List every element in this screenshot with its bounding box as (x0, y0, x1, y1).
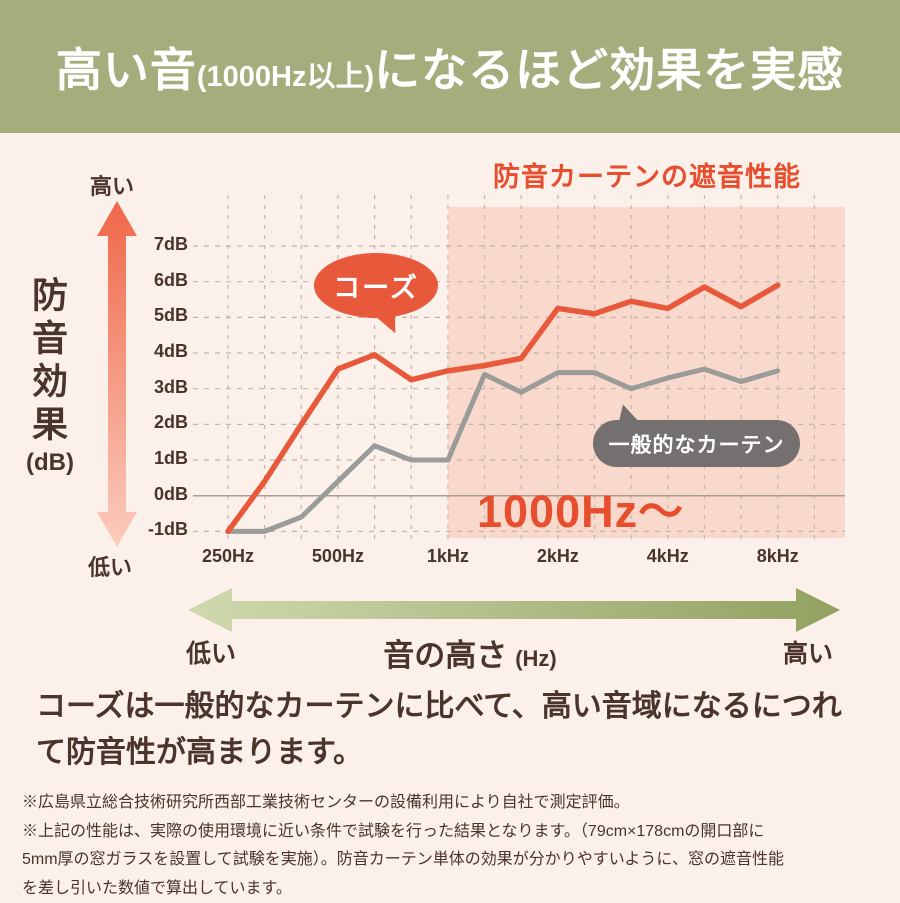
y-tick-label: 2dB (118, 412, 188, 433)
footnote-2-line-2: 5mm厚の窓ガラスを設置して試験を実施）。防音カーテン単体の効果が分かりやすいよ… (22, 846, 882, 875)
footnote-2-line-1: ※上記の性能は、実際の使用環境に近い条件で試験を行った結果となります。（79cm… (22, 818, 882, 847)
x-tick-label: 250Hz (183, 546, 273, 567)
y-tick-label: -1dB (118, 519, 188, 540)
generic-curtain-callout-bubble: 一般的なカーテン (593, 420, 800, 467)
y-tick-label: 5dB (118, 305, 188, 326)
description-text: コーズは一般的なカーテンに比べて、高い音域になるにつれ て防音性が高まります。 (36, 684, 876, 776)
x-axis-title: 音の高さ (Hz) (280, 630, 660, 675)
x-axis-gradient-arrow-icon (188, 586, 840, 634)
y-tick-label: 0dB (118, 484, 188, 505)
footnotes: ※広島県立総合技術研究所西部工業技術センターの設備利用により自社で測定評価。 ※… (22, 789, 882, 903)
footnote-2-line-3: を差し引いた数値で算出しています。 (22, 875, 882, 903)
y-tick-label: 7dB (118, 234, 188, 255)
x-tick-label: 500Hz (293, 546, 383, 567)
x-tick-label: 1kHz (403, 546, 493, 567)
description-line-2: て防音性が高まります。 (36, 730, 876, 776)
x-tick-label: 4kHz (623, 546, 713, 567)
y-tick-label: 4dB (118, 341, 188, 362)
cose-callout-bubble: コーズ (314, 253, 438, 318)
x-axis-title-text: 音の高さ (383, 630, 507, 675)
x-axis-title-unit: (Hz) (515, 646, 557, 672)
description-line-1: コーズは一般的なカーテンに比べて、高い音域になるにつれ (36, 684, 876, 730)
highlight-region-label: 1000Hz〜 (477, 475, 684, 540)
x-axis-low-label: 低い (186, 634, 236, 670)
x-tick-label: 8kHz (733, 546, 823, 567)
x-tick-label: 2kHz (513, 546, 603, 567)
y-tick-label: 3dB (118, 377, 188, 398)
y-tick-label: 1dB (118, 448, 188, 469)
x-axis-high-label: 高い (783, 634, 833, 670)
y-tick-label: 6dB (118, 270, 188, 291)
footnote-1: ※広島県立総合技術研究所西部工業技術センターの設備利用により自社で測定評価。 (22, 789, 882, 818)
